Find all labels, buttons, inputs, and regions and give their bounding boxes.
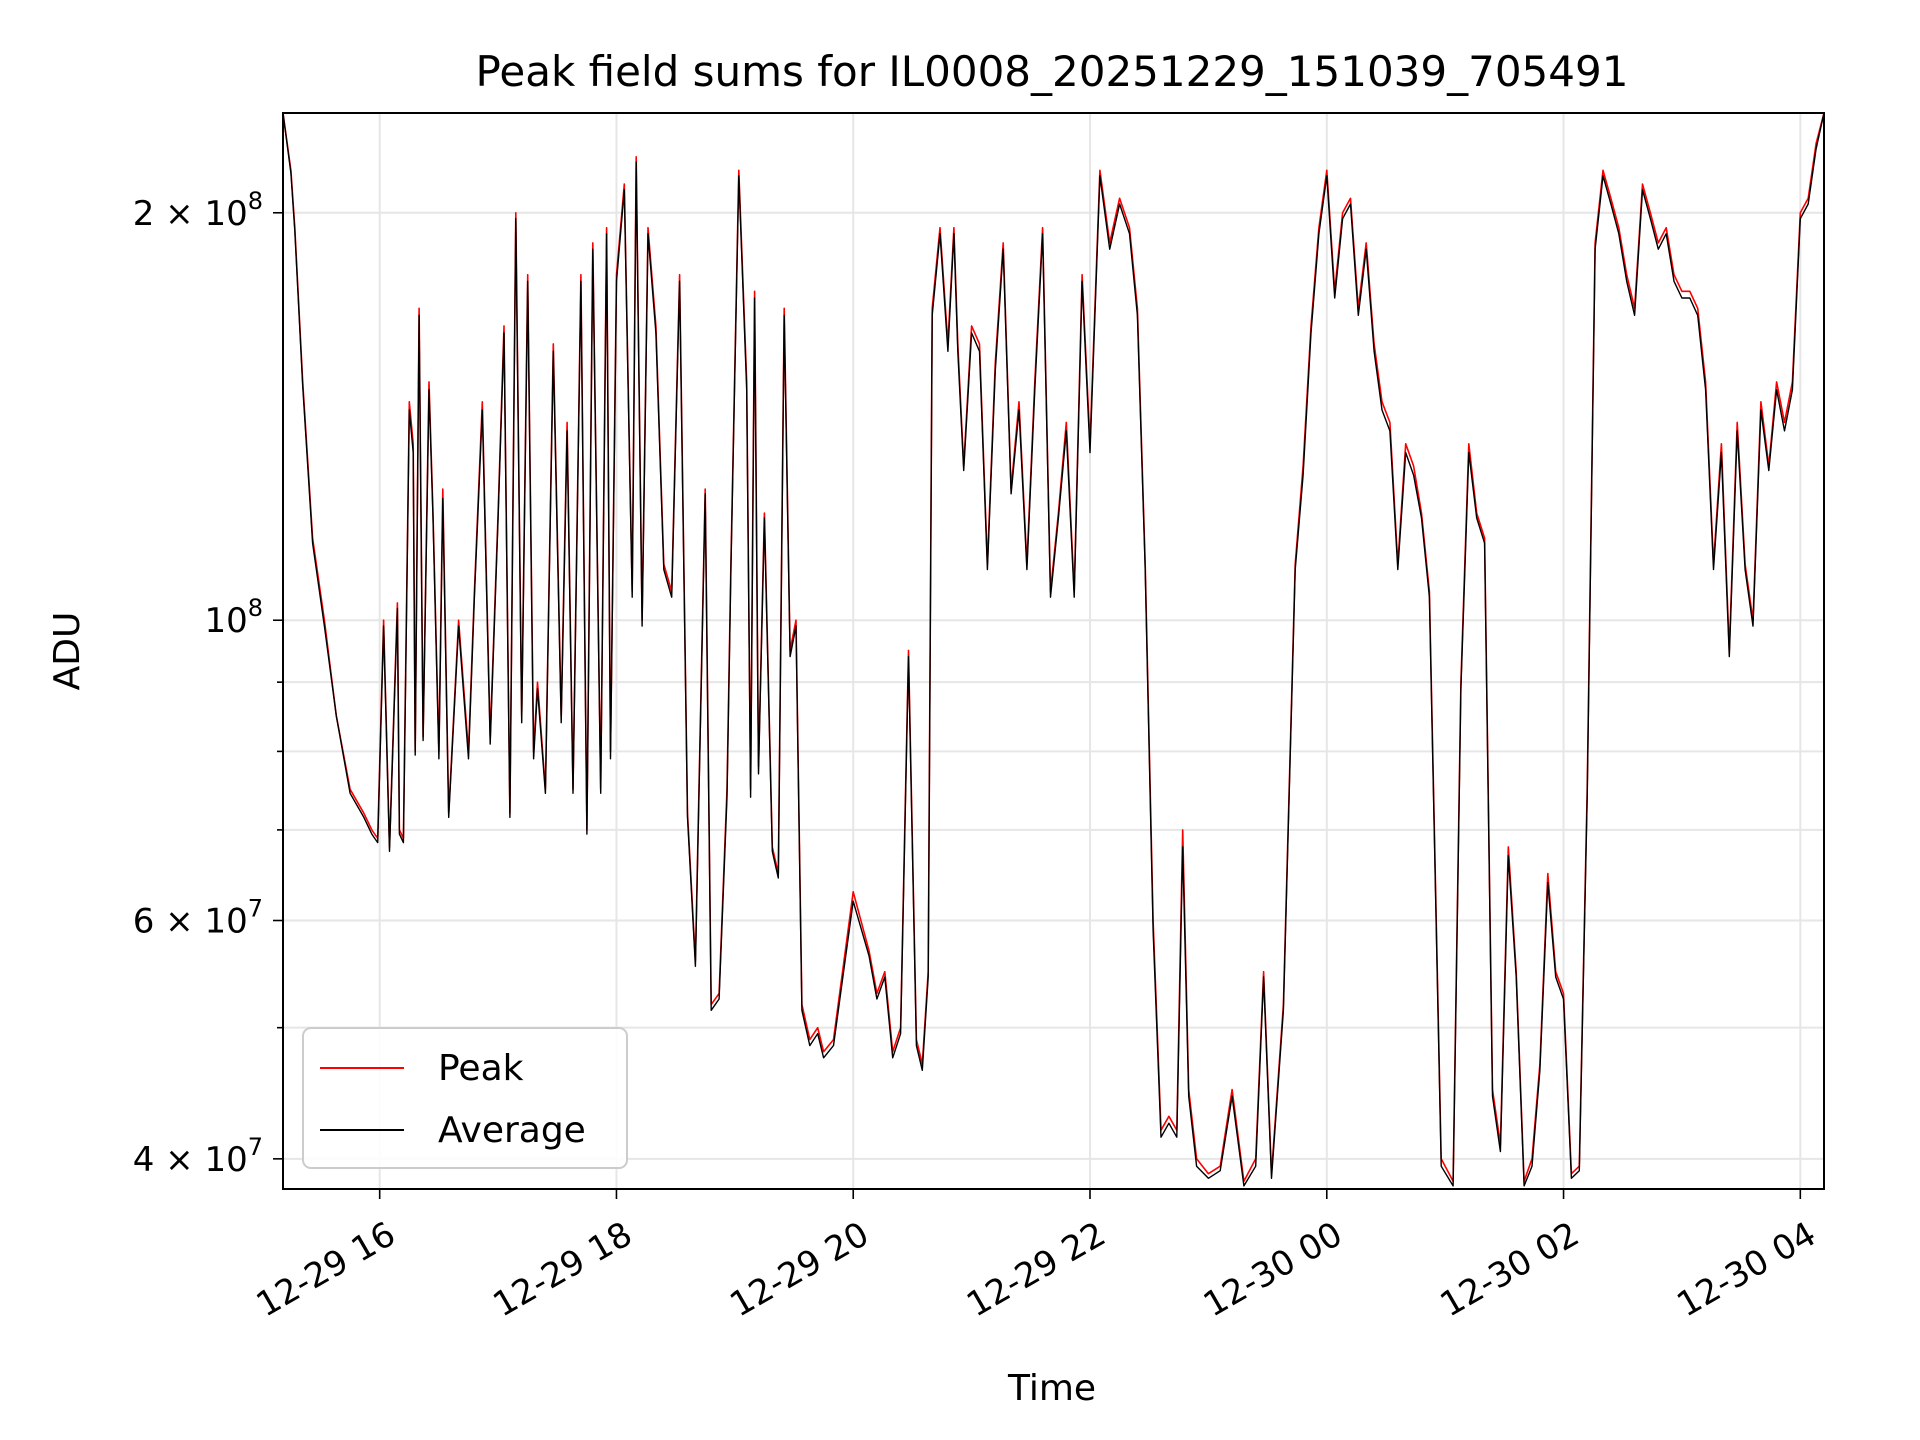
legend-box <box>302 1027 628 1169</box>
plot-area <box>283 113 1824 1187</box>
x-axis-label: Time <box>1007 1368 1096 1409</box>
series-group <box>283 113 1824 1187</box>
y-tick-label: 108 <box>204 594 263 641</box>
legend: Peak Average <box>302 1027 628 1169</box>
y-tick-label: 4 × 107 <box>133 1133 263 1180</box>
y-tick-label: 2 × 108 <box>133 187 263 234</box>
chart-title: Peak field sums for IL0008_20251229_1510… <box>476 47 1629 96</box>
y-axis: 4 × 107 6 × 107 108 2 × 108 <box>133 187 283 1180</box>
plot-frame <box>282 112 1825 1190</box>
y-tick-label: 6 × 107 <box>133 895 263 942</box>
series-line-average <box>283 113 1824 1187</box>
legend-label-average: Average <box>438 1110 586 1151</box>
y-axis-label: ADU <box>47 612 88 691</box>
legend-label-peak: Peak <box>438 1048 524 1089</box>
